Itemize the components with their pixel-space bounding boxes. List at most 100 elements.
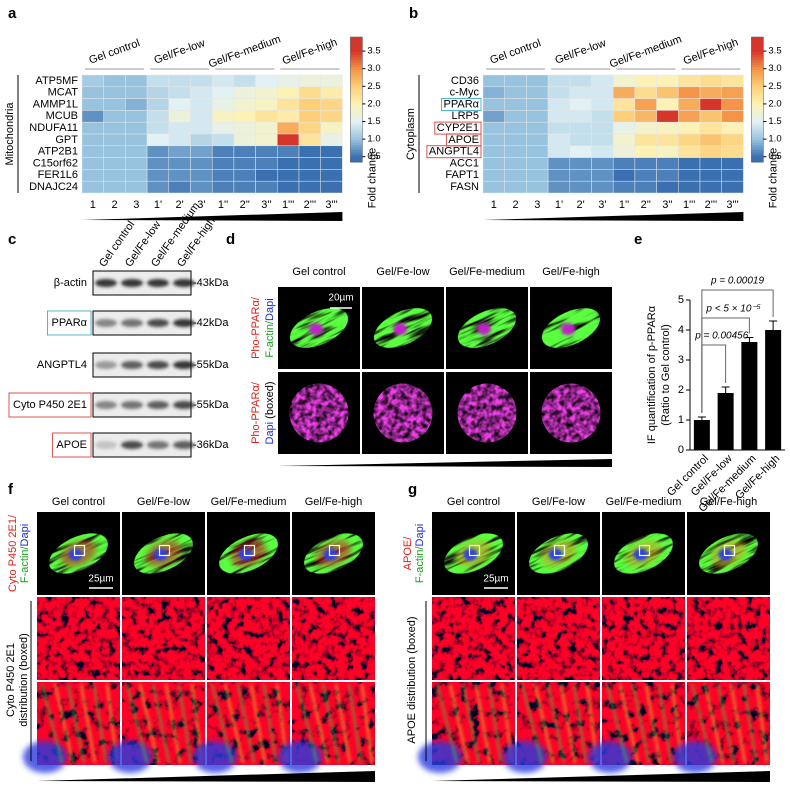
nucleus	[463, 548, 478, 561]
heatmap-cell	[547, 169, 571, 182]
heatmap-cell	[320, 145, 343, 158]
heatmap-cell	[656, 110, 679, 123]
colorbar-step	[350, 87, 363, 90]
colorbar-step	[751, 74, 764, 78]
column-label: 1'	[154, 199, 162, 211]
heatmap-cell	[168, 180, 191, 194]
heatmap-cell	[656, 74, 679, 88]
micrograph	[432, 597, 515, 680]
colorbar-step	[350, 47, 363, 50]
heatmap-cell	[233, 145, 256, 158]
y-tick-label: 0	[678, 444, 684, 456]
protein-highlight	[8, 392, 92, 418]
heatmap-cell	[721, 133, 744, 147]
column-label: 2	[512, 199, 518, 211]
heatmap-cell	[504, 145, 527, 158]
actin-fiber	[178, 683, 192, 764]
colorbar-tick-label: 1.5	[367, 116, 380, 127]
bar	[717, 393, 734, 450]
blot-band	[173, 361, 195, 369]
colorbar-step	[751, 157, 764, 160]
heatmap-cell	[81, 86, 104, 99]
heatmap-cell	[634, 145, 657, 158]
red-signal	[292, 597, 375, 680]
nucleus	[548, 548, 563, 561]
colorbar-step	[350, 92, 363, 95]
micrograph	[122, 512, 205, 595]
actin-fiber	[296, 683, 318, 764]
blot-band	[121, 441, 143, 449]
colorbar-step	[350, 124, 363, 128]
heatmap-cell	[320, 86, 343, 99]
colorbar-step	[350, 129, 363, 133]
heatmap-cell	[298, 180, 321, 194]
heatmap-cell	[146, 110, 170, 123]
colorbar-step	[350, 137, 363, 140]
column-header: Gel/Fe-low	[376, 266, 429, 278]
colorbar-tick-label: 1.0	[367, 134, 380, 145]
row-label: ANGPTL4	[429, 146, 479, 158]
heatmap-cell	[721, 74, 744, 88]
column-label: 3'	[598, 199, 606, 211]
heatmap-cell	[233, 110, 256, 123]
heatmap-cell	[656, 180, 679, 194]
heatmap-cell	[591, 110, 614, 123]
heatmap-cell	[634, 133, 657, 147]
scale-bar-label: 25µm	[88, 574, 113, 585]
colorbar-step	[350, 44, 363, 48]
heatmap-cell	[146, 145, 170, 158]
row-label: MCAT	[48, 87, 79, 99]
heatmap-cell	[526, 180, 549, 194]
row-label-part: F-actin/	[264, 320, 276, 358]
colorbar-step	[751, 84, 764, 88]
blot-band	[95, 441, 117, 449]
colorbar-step	[350, 139, 363, 143]
column-label: 1	[90, 199, 96, 211]
red-signal	[37, 597, 120, 680]
colorbar-step	[751, 104, 764, 108]
colorbar-step	[350, 152, 363, 155]
heatmap-cell	[504, 157, 527, 170]
column-label: 2'''	[304, 199, 316, 211]
nucleus	[193, 741, 237, 773]
colorbar-step	[350, 104, 363, 108]
heatmap-cell	[547, 180, 571, 194]
colorbar-step	[751, 154, 764, 158]
row-label: AMMP1L	[33, 98, 78, 110]
size-label: -36kDa	[193, 439, 229, 451]
group-label: Gel/Fe-medium	[608, 33, 683, 70]
row-label-part: F-actin/	[19, 546, 31, 584]
micrograph	[278, 682, 375, 773]
colorbar-step	[350, 102, 363, 105]
actin-fiber	[224, 683, 244, 764]
heatmap-cell	[547, 98, 571, 111]
colorbar-step	[350, 69, 363, 73]
heatmap-cell	[482, 86, 505, 99]
nucleus	[503, 741, 547, 773]
colorbar-step	[350, 112, 363, 115]
p-value: p = 0.00456	[694, 331, 749, 342]
micrograph	[446, 372, 528, 454]
heatmap-cell	[320, 169, 343, 182]
heatmap-cell	[190, 157, 213, 170]
actin-fiber	[348, 683, 362, 764]
row-label: Pho-PPARα/	[250, 296, 262, 359]
heatmap-cell	[591, 157, 614, 170]
row-label: ACC1	[450, 157, 479, 169]
colorbar-step	[751, 67, 764, 70]
micrograph	[278, 287, 360, 369]
heatmap-cell	[634, 169, 657, 182]
heatmap-cell	[298, 121, 321, 135]
heatmap-cell	[721, 121, 744, 135]
row-highlight	[441, 98, 482, 111]
colorbar-step	[751, 82, 764, 85]
heatmap-cell	[190, 86, 213, 99]
micrograph	[530, 287, 612, 369]
row-label: Dapi (boxed)	[264, 382, 276, 445]
actin-fiber	[54, 683, 74, 764]
nucleus	[23, 741, 67, 773]
heatmap-cell	[699, 110, 722, 123]
row-label: CD36	[451, 75, 479, 87]
blot-band	[147, 279, 169, 287]
colorbar-step	[751, 77, 764, 80]
